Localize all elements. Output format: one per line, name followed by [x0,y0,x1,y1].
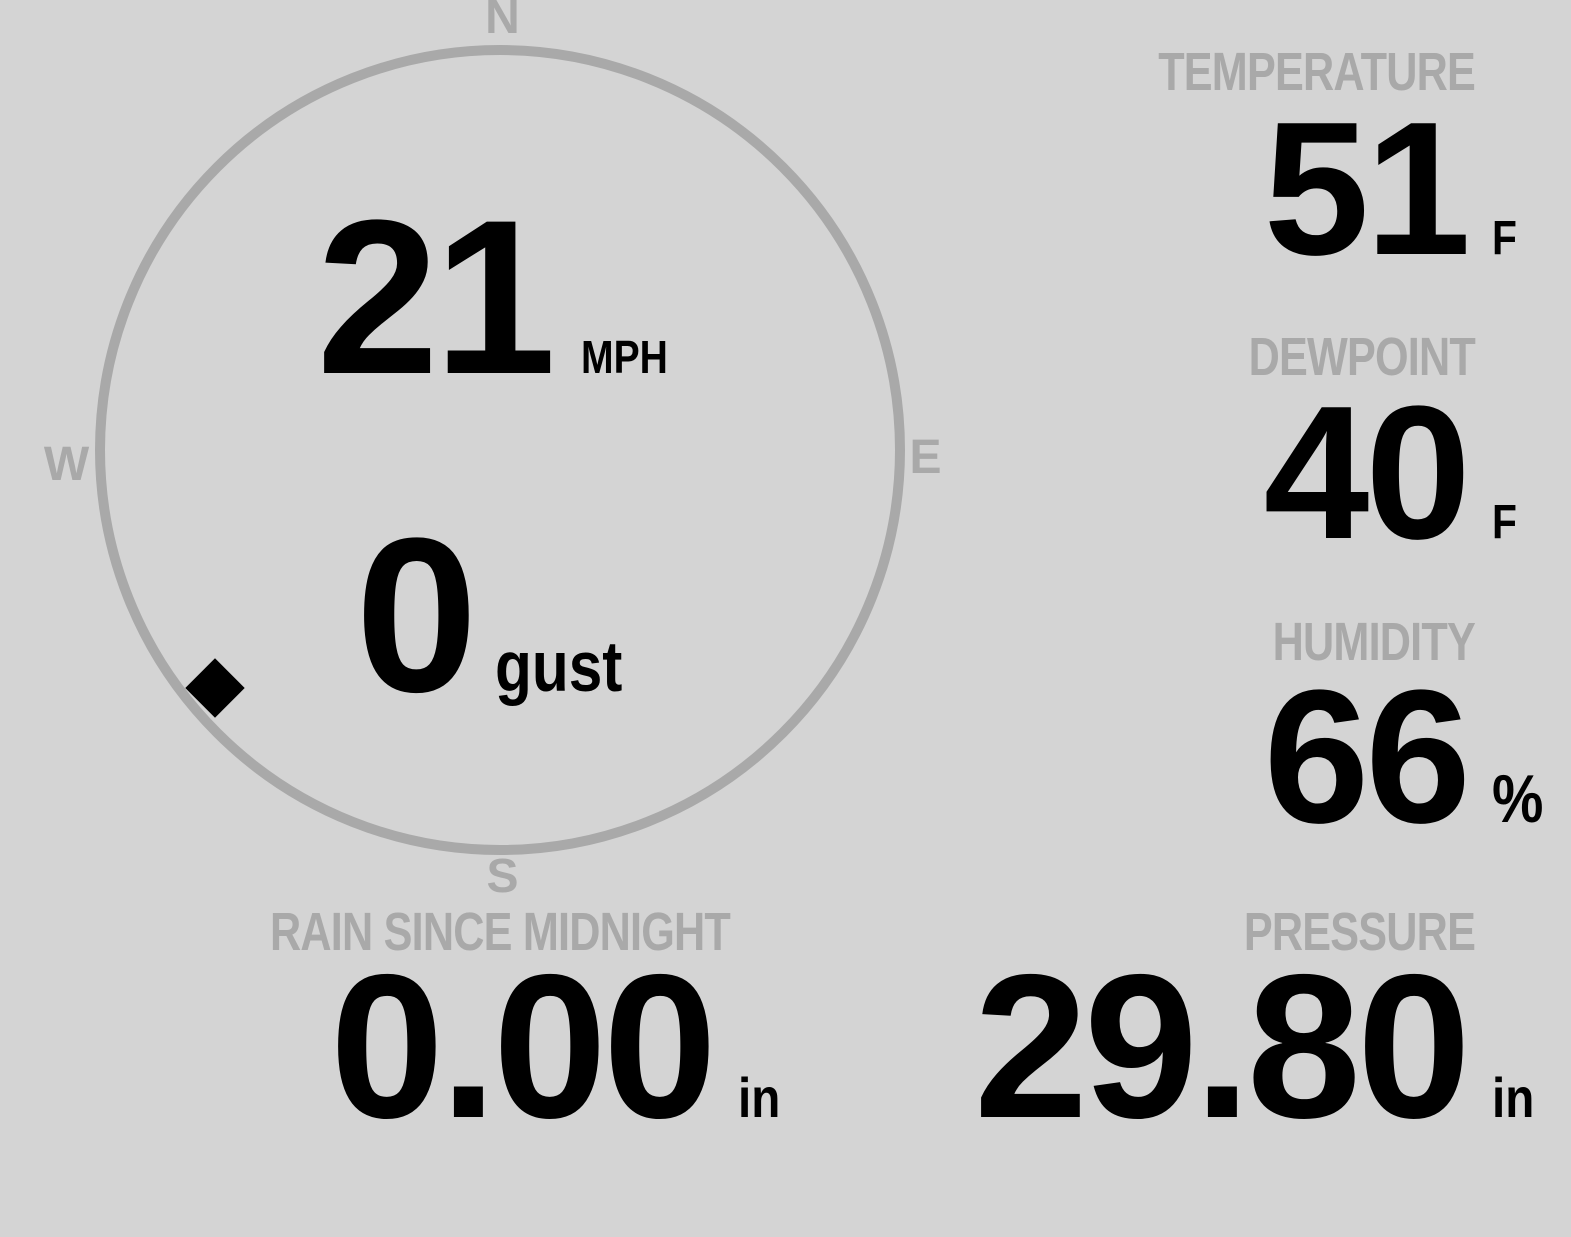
wind-gust-row: 0 gust [95,489,905,742]
dewpoint-value: 40 [1263,367,1471,579]
dewpoint-unit: F [1492,496,1517,549]
compass-label-north: N [485,0,520,44]
rain-value: 0.00 [330,932,717,1161]
temperature-row: 51 F [1264,80,1545,298]
pressure-unit: in [1492,1066,1535,1129]
temperature-value: 51 [1263,83,1471,295]
temperature-unit: F [1492,212,1517,265]
wind-speed-value: 21 [316,174,557,420]
rain-row: 0.00 in [330,929,791,1165]
compass-label-south: S [486,850,518,903]
humidity-value: 66 [1263,651,1471,863]
dewpoint-label: DEWPOINT [1248,327,1476,387]
pressure-row: 29.80 in [974,929,1545,1165]
pressure-value: 29.80 [973,932,1471,1161]
temperature-label: TEMPERATURE [1158,42,1476,102]
dewpoint-row: 40 F [1264,364,1545,582]
compass-ring [95,45,905,855]
wind-speed-unit: MPH [581,331,669,383]
wind-speed-row: 21 MPH [95,171,905,424]
compass-label-west: W [43,438,89,491]
rain-label: RAIN SINCE MIDNIGHT [270,902,731,962]
compass-label-east: E [909,431,941,484]
wind-gust-value: 0 [355,492,477,738]
humidity-unit: % [1492,761,1544,837]
humidity-row: 66 % [1264,648,1545,866]
wind-gust-label: gust [494,628,623,707]
pressure-label: PRESSURE [1243,902,1476,962]
rain-unit: in [738,1066,781,1129]
humidity-label: HUMIDITY [1272,612,1476,672]
